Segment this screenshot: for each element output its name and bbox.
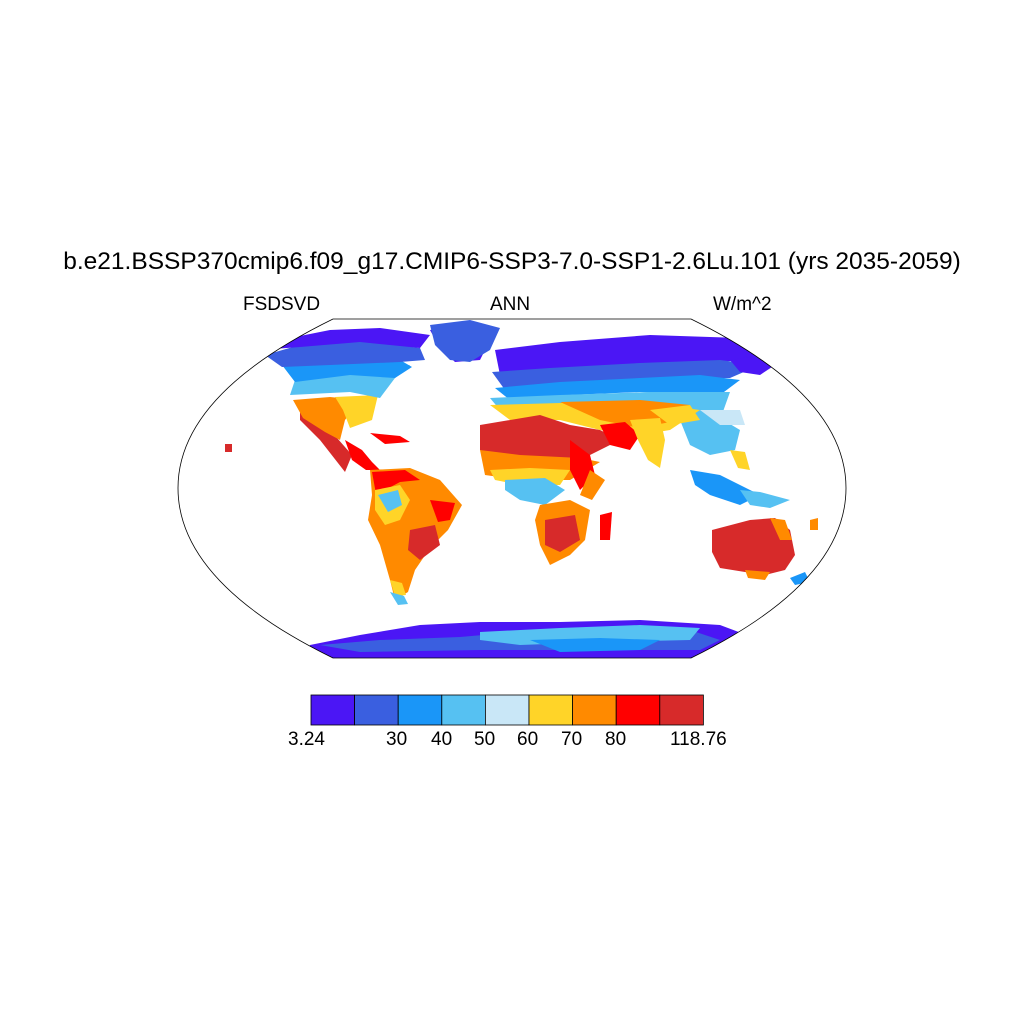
season-label: ANN <box>490 294 531 315</box>
colorbar-swatch <box>397 694 443 726</box>
map-boundary <box>177 318 847 659</box>
colorbar-label: 60 <box>517 729 539 750</box>
colorbar-swatch <box>354 694 399 726</box>
colorbar-label: 40 <box>431 729 453 750</box>
colorbar-label: 80 <box>605 729 627 750</box>
plot-title: b.e21.BSSP370cmip6.f09_g17.CMIP6-SSP3-7.… <box>63 248 961 275</box>
colorbar-swatch <box>310 694 355 726</box>
colorbar-label: 30 <box>386 729 408 750</box>
colorbar-label: 3.24 <box>288 729 325 750</box>
colorbar-label: 118.76 <box>670 729 727 750</box>
land-fields <box>225 320 818 658</box>
colorbar-swatch <box>441 694 486 726</box>
units-label: W/m^2 <box>713 294 772 315</box>
variable-label: FSDSVD <box>243 294 321 315</box>
greenland <box>430 320 500 362</box>
antarctica <box>300 620 760 658</box>
colorbar-label: 70 <box>561 729 583 750</box>
south-america <box>368 468 462 605</box>
colorbar-swatch <box>528 694 573 726</box>
colorbar-swatch <box>484 694 530 726</box>
colorbar-label: 50 <box>474 729 496 750</box>
south-east-asia <box>630 355 790 508</box>
colorbar-swatch <box>659 694 704 726</box>
colorbar-swatch <box>615 694 661 726</box>
colorbar-swatch <box>572 694 617 726</box>
